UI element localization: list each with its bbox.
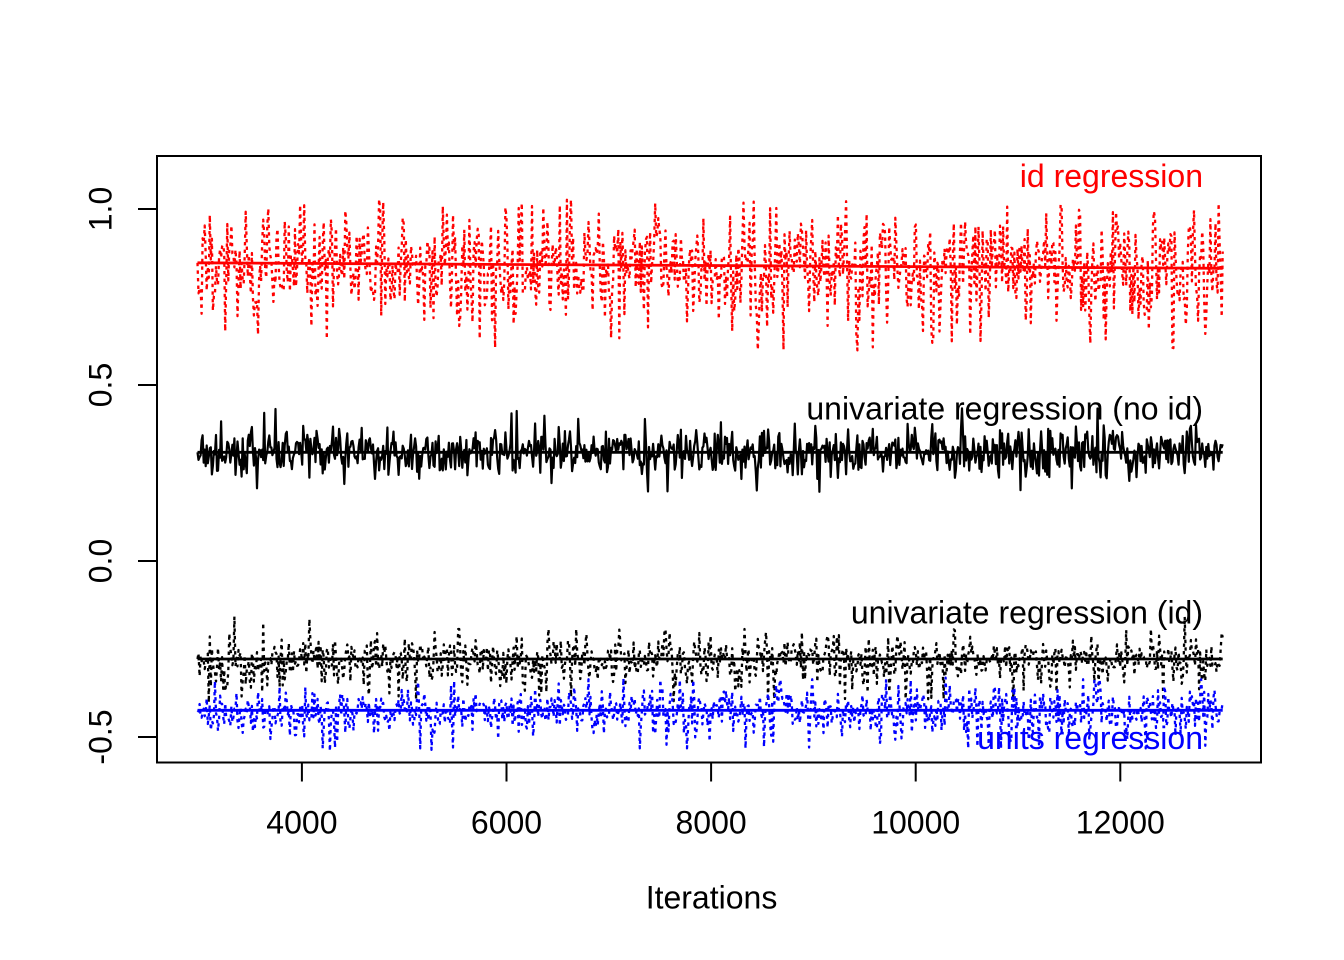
svg-text:1.0: 1.0 [83, 187, 119, 231]
svg-text:12000: 12000 [1076, 805, 1165, 841]
svg-text:univariate regression (no id): univariate regression (no id) [806, 391, 1203, 427]
svg-text:4000: 4000 [266, 805, 337, 841]
svg-text:0.5: 0.5 [83, 363, 119, 407]
svg-text:10000: 10000 [871, 805, 960, 841]
svg-text:id regression: id regression [1020, 158, 1203, 194]
svg-text:8000: 8000 [676, 805, 747, 841]
svg-text:univariate regression (id): univariate regression (id) [851, 595, 1203, 631]
svg-text:Iterations: Iterations [646, 880, 778, 916]
svg-text:6000: 6000 [471, 805, 542, 841]
svg-text:units regression: units regression [977, 720, 1203, 756]
svg-text:-0.5: -0.5 [83, 709, 119, 764]
svg-text:0.0: 0.0 [83, 539, 119, 583]
